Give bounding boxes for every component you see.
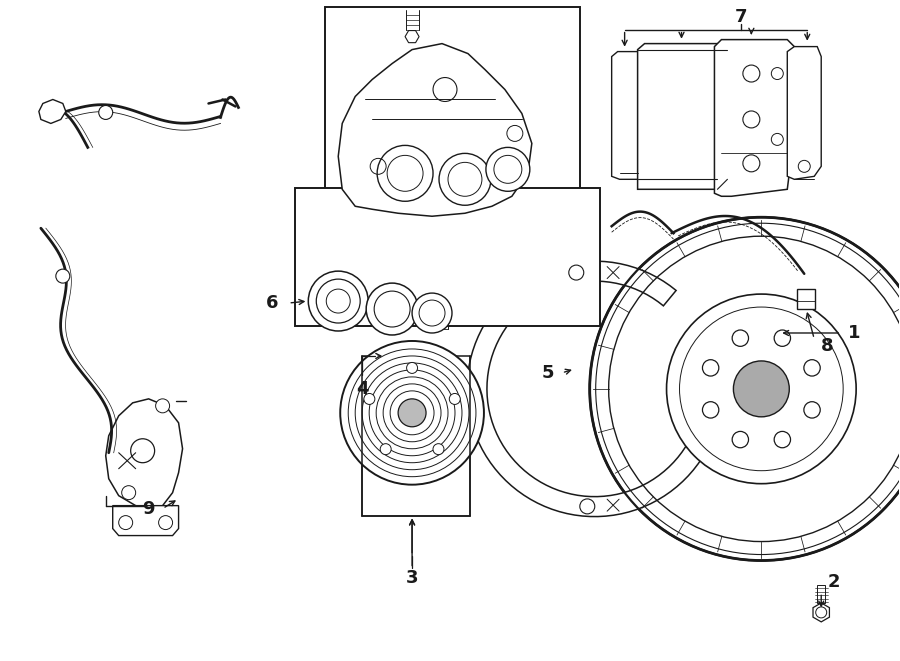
Polygon shape [105,399,183,508]
Circle shape [774,330,790,346]
Circle shape [366,283,418,335]
Polygon shape [813,603,830,622]
Polygon shape [112,506,178,535]
Circle shape [398,399,426,427]
Text: 9: 9 [142,500,155,518]
Circle shape [412,293,452,333]
Circle shape [309,271,368,331]
Text: 7: 7 [735,8,748,26]
Circle shape [364,393,375,405]
Circle shape [486,147,530,191]
Circle shape [122,486,136,500]
Polygon shape [637,44,727,189]
Circle shape [734,361,789,417]
Polygon shape [405,30,419,43]
Polygon shape [39,100,66,124]
Polygon shape [612,52,644,179]
Circle shape [667,294,856,484]
Circle shape [774,432,790,447]
Bar [797,289,815,309]
Polygon shape [467,261,703,516]
Circle shape [433,444,444,455]
Circle shape [580,499,595,514]
Circle shape [703,360,719,376]
Bar [295,188,599,326]
Polygon shape [788,46,821,179]
Polygon shape [338,44,532,216]
Circle shape [449,393,460,405]
Polygon shape [715,40,795,196]
Circle shape [733,330,749,346]
Text: 6: 6 [266,294,279,312]
Circle shape [439,153,491,206]
Circle shape [340,341,484,485]
Text: 5: 5 [542,364,554,382]
Circle shape [119,516,132,529]
Circle shape [99,106,112,120]
Circle shape [590,217,900,561]
Circle shape [703,402,719,418]
Circle shape [380,444,392,455]
Text: 3: 3 [406,570,419,588]
Circle shape [158,516,173,529]
Circle shape [56,269,70,283]
Circle shape [156,399,169,413]
Text: 2: 2 [828,574,841,592]
Bar [325,7,580,216]
Circle shape [377,145,433,201]
Bar [817,585,825,603]
Circle shape [804,360,820,376]
Circle shape [407,362,418,373]
Text: 1: 1 [848,324,860,342]
Circle shape [733,432,749,447]
Text: 4: 4 [356,380,368,398]
Circle shape [804,402,820,418]
Bar [362,356,470,516]
Text: 8: 8 [821,337,833,355]
Circle shape [569,265,584,280]
